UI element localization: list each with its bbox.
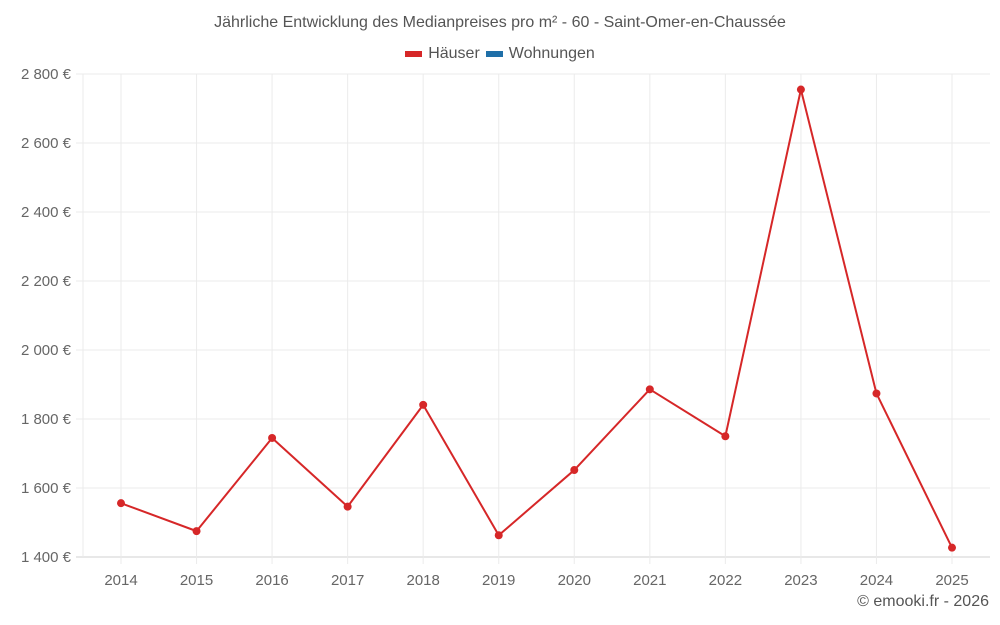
x-tick-label: 2024 bbox=[860, 572, 893, 589]
data-point[interactable] bbox=[343, 502, 352, 511]
legend-label-apartments: Wohnungen bbox=[508, 45, 595, 62]
y-tick-label: 2 800 € bbox=[21, 66, 72, 83]
x-tick-label: 2019 bbox=[482, 572, 515, 589]
legend: Häuser Wohnungen bbox=[0, 45, 1000, 63]
legend-item-houses[interactable]: Häuser bbox=[405, 45, 480, 63]
x-tick-label: 2016 bbox=[255, 572, 288, 589]
legend-item-apartments[interactable]: Wohnungen bbox=[485, 45, 595, 63]
data-point[interactable] bbox=[872, 389, 881, 398]
x-tick-label: 2014 bbox=[104, 572, 137, 589]
data-point[interactable] bbox=[645, 385, 654, 394]
y-tick-label: 1 800 € bbox=[21, 411, 72, 428]
y-tick-label: 2 000 € bbox=[21, 342, 72, 359]
data-point[interactable] bbox=[192, 527, 201, 536]
y-tick-label: 2 200 € bbox=[21, 273, 72, 290]
x-tick-label: 2025 bbox=[935, 572, 968, 589]
y-tick-label: 1 600 € bbox=[21, 480, 72, 497]
y-tick-label: 1 400 € bbox=[21, 549, 72, 566]
x-tick-label: 2017 bbox=[331, 572, 364, 589]
data-point[interactable] bbox=[796, 85, 805, 94]
data-point[interactable] bbox=[721, 432, 730, 441]
copyright-credit: © emooki.fr - 2026 bbox=[857, 593, 989, 610]
y-axis: 1 400 € 1 600 € 1 800 € 2 000 € 2 200 € 2 400… bbox=[21, 66, 72, 566]
series-houses bbox=[117, 85, 956, 552]
legend-label-houses: Häuser bbox=[428, 45, 480, 62]
x-tick-label: 2015 bbox=[180, 572, 213, 589]
grid-lines bbox=[76, 73, 990, 564]
legend-swatch-houses bbox=[405, 51, 423, 57]
legend-swatch-apartments bbox=[485, 51, 503, 57]
x-tick-label: 2021 bbox=[633, 572, 666, 589]
series-line bbox=[120, 88, 953, 549]
data-point[interactable] bbox=[570, 466, 579, 475]
x-tick-label: 2022 bbox=[709, 572, 742, 589]
x-tick-label: 2020 bbox=[558, 572, 591, 589]
chart-title: Jährliche Entwicklung des Medianpreises … bbox=[214, 14, 786, 31]
x-tick-label: 2023 bbox=[784, 572, 817, 589]
y-tick-label: 2 400 € bbox=[21, 204, 72, 221]
data-point[interactable] bbox=[419, 400, 428, 409]
x-axis: 2014 2015 2016 2017 2018 2019 2020 2021 2022 2023… bbox=[104, 572, 968, 589]
data-point[interactable] bbox=[268, 433, 277, 442]
data-point[interactable] bbox=[494, 531, 503, 540]
data-point[interactable] bbox=[948, 543, 956, 552]
x-tick-label: 2018 bbox=[406, 572, 439, 589]
data-point[interactable] bbox=[117, 499, 125, 508]
y-tick-label: 2 600 € bbox=[21, 135, 72, 152]
